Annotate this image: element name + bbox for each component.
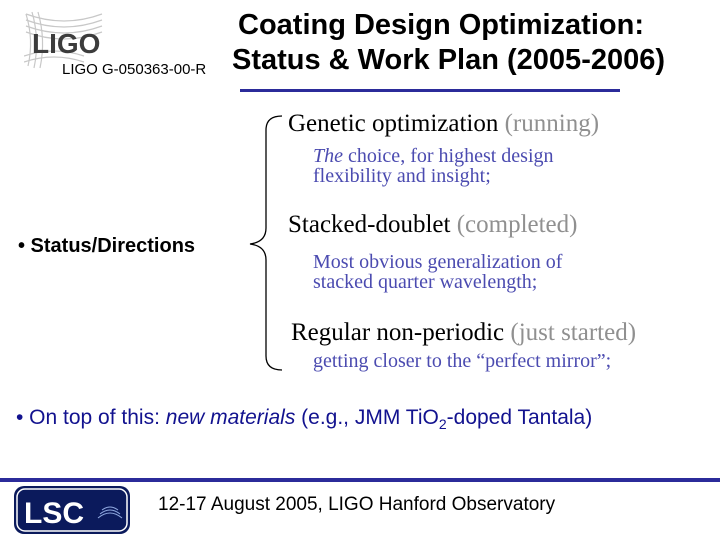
footer-divider <box>0 478 720 482</box>
item-title: Stacked-doublet <box>288 211 451 238</box>
bullet-prefix: • On top of this: <box>16 406 166 429</box>
item-description: getting closer to the “perfect mirror”; <box>313 351 611 371</box>
ligo-logo: LIGO <box>23 10 174 70</box>
bullet-text: (e.g., JMM Ti <box>295 406 423 429</box>
emphasis-text: new materials <box>165 406 296 429</box>
item-description: The choice, for highest design flexibili… <box>313 146 554 186</box>
item-stacked-doublet: Stacked-doublet (completed) <box>288 211 577 239</box>
item-status: (just started) <box>510 319 637 346</box>
title-divider <box>240 89 620 92</box>
lsc-logo-text: LSC <box>24 497 84 530</box>
subscript: 2 <box>438 416 447 433</box>
description-line: flexibility and insight; <box>313 165 491 187</box>
item-title: Regular non-periodic <box>291 319 505 346</box>
slide-title-line1: Coating Design Optimization: <box>238 9 644 41</box>
document-id: LIGO G-050363-00-R <box>62 61 207 78</box>
description-line: getting closer to the “perfect mirror”; <box>313 350 612 372</box>
item-status: (running) <box>504 110 600 137</box>
description-line: Most obvious generalization of <box>313 251 563 273</box>
slide-title-line2: Status & Work Plan (2005-2006) <box>232 44 666 76</box>
new-materials-bullet: • On top of this: new materials (e.g., J… <box>16 406 592 432</box>
status-directions-label: • Status/Directions <box>18 235 196 257</box>
lsc-logo: LSC <box>12 484 132 536</box>
bullet-text: -doped Tantala) <box>446 406 593 429</box>
description-line: stacked quarter wavelength; <box>313 271 538 293</box>
item-title: Genetic optimization <box>288 110 499 137</box>
item-description: Most obvious generalization of stacked q… <box>313 252 562 292</box>
emphasis-text: The <box>313 145 343 167</box>
item-genetic-optimization: Genetic optimization (running) <box>288 110 599 138</box>
lsc-logo-graphic: LSC <box>14 486 130 534</box>
ligo-logo-text: LIGO <box>32 28 100 59</box>
curly-brace-icon <box>249 115 283 371</box>
description-line: choice, for highest design <box>343 145 554 167</box>
chemical-symbol: O <box>422 406 439 429</box>
item-regular-non-periodic: Regular non-periodic (just started) <box>291 319 636 347</box>
item-status: (completed) <box>456 211 578 238</box>
footer-text: 12-17 August 2005, LIGO Hanford Observat… <box>158 494 556 515</box>
ligo-logo-graphic: LIGO <box>23 11 103 69</box>
